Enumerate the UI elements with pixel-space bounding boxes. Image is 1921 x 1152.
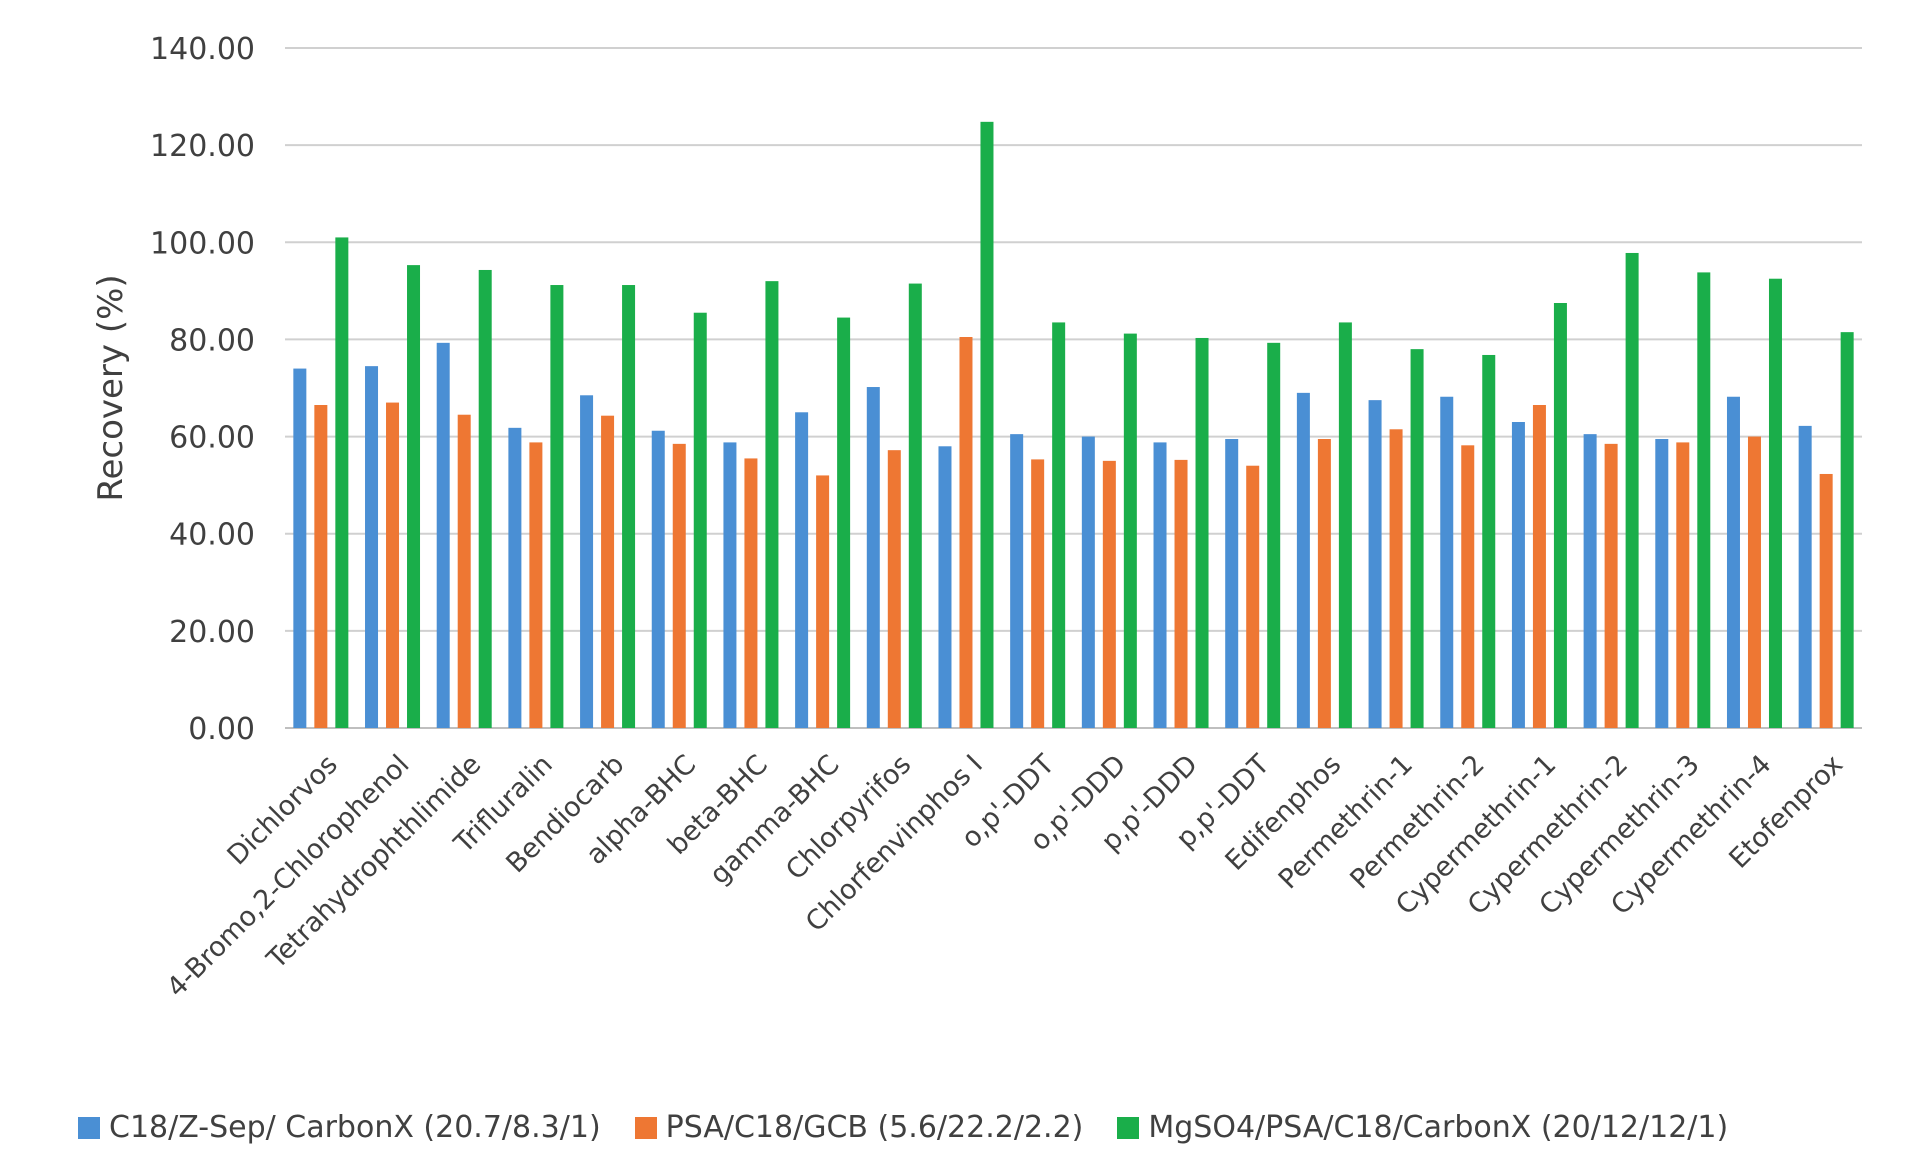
- bar-2: [601, 415, 615, 728]
- bar-2: [1246, 465, 1260, 728]
- bar-3: [1123, 333, 1137, 728]
- legend-item-series-1: C18/Z-Sep/ CarbonX (20.7/8.3/1): [78, 1110, 601, 1145]
- bar-3: [335, 237, 349, 728]
- bar-1: [795, 412, 809, 728]
- bar-2: [1604, 443, 1618, 728]
- y-tick-label: 140.00: [150, 32, 255, 67]
- bar-3: [550, 285, 564, 728]
- bar-1: [1726, 396, 1740, 728]
- bar-2: [529, 442, 543, 728]
- bar-2: [1389, 429, 1403, 728]
- y-tick-label: 40.00: [169, 518, 255, 553]
- bar-2: [959, 337, 973, 728]
- bar-3: [1625, 252, 1639, 728]
- legend-label: MgSO4/PSA/C18/CarbonX (20/12/12/1): [1148, 1110, 1729, 1145]
- bar-2: [1532, 405, 1546, 728]
- bar-2: [1031, 459, 1045, 728]
- bar-1: [1153, 442, 1167, 728]
- y-tick-label: 20.00: [169, 615, 255, 650]
- y-tick-label: 100.00: [150, 226, 255, 261]
- bar-1: [866, 387, 880, 728]
- y-tick-label: 120.00: [150, 129, 255, 164]
- bar-2: [1102, 460, 1116, 728]
- legend-label: PSA/C18/GCB (5.6/22.2/2.2): [665, 1110, 1084, 1145]
- bar-3: [1840, 332, 1854, 728]
- bar-2: [816, 475, 830, 728]
- bar-2: [1676, 442, 1690, 728]
- bar-2: [1461, 445, 1475, 728]
- bar-2: [314, 405, 328, 728]
- bar-3: [693, 312, 707, 728]
- bar-3: [1553, 303, 1567, 728]
- grid-lines: [285, 47, 1862, 729]
- legend-item-series-3: MgSO4/PSA/C18/CarbonX (20/12/12/1): [1117, 1110, 1728, 1145]
- bar-1: [1440, 396, 1454, 728]
- bar-1: [1225, 439, 1239, 728]
- legend: C18/Z-Sep/ CarbonX (20.7/8.3/1) PSA/C18/…: [78, 1110, 1728, 1145]
- bar-3: [1482, 354, 1496, 728]
- bar-1: [1010, 434, 1024, 728]
- legend-swatch: [634, 1116, 657, 1139]
- bars: [293, 121, 1854, 729]
- legend-swatch: [1117, 1116, 1140, 1139]
- bar-3: [1195, 337, 1209, 728]
- bar-3: [1052, 322, 1066, 728]
- bar-3: [1697, 272, 1711, 728]
- y-tick-label: 80.00: [169, 323, 255, 358]
- bar-3: [908, 283, 922, 728]
- bar-1: [508, 427, 522, 728]
- legend-label: C18/Z-Sep/ CarbonX (20.7/8.3/1): [109, 1110, 601, 1145]
- bar-3: [765, 281, 779, 728]
- bar-1: [938, 446, 952, 728]
- bar-2: [1317, 439, 1331, 728]
- bar-3: [1768, 278, 1782, 728]
- bar-3: [1410, 349, 1424, 728]
- y-axis-label: Recovery (%): [91, 274, 131, 501]
- bar-2: [1174, 459, 1188, 728]
- bar-3: [1338, 322, 1352, 728]
- bar-2: [386, 402, 400, 728]
- bar-1: [436, 342, 450, 728]
- bar-2: [1747, 436, 1761, 728]
- bar-3: [837, 317, 851, 728]
- bar-1: [1798, 425, 1812, 728]
- bar-1: [1081, 436, 1095, 728]
- bar-1: [1296, 392, 1310, 728]
- bar-1: [1368, 400, 1382, 728]
- bar-3: [622, 285, 636, 728]
- x-tick-label: Chlorpyrifos: [780, 749, 917, 886]
- x-axis-ticks: Dichlorvos4-Bromo,2-ChlorophenolTetrahyd…: [161, 749, 1849, 1004]
- bar-3: [478, 269, 492, 728]
- bar-1: [580, 395, 594, 728]
- bar-2: [744, 458, 758, 728]
- bar-3: [407, 265, 421, 728]
- bar-1: [1655, 439, 1669, 728]
- y-tick-label: 0.00: [188, 712, 255, 747]
- bar-3: [980, 121, 994, 729]
- bar-1: [293, 368, 307, 728]
- bar-2: [887, 450, 901, 728]
- y-tick-label: 60.00: [169, 421, 255, 456]
- legend-item-series-2: PSA/C18/GCB (5.6/22.2/2.2): [634, 1110, 1084, 1145]
- bar-2: [1819, 473, 1833, 728]
- bar-1: [1511, 422, 1525, 728]
- bar-2: [672, 443, 686, 728]
- bar-1: [365, 366, 379, 728]
- y-axis-ticks: 0.00 20.00 40.00 60.00 80.00 100.00 120.00 140.…: [150, 32, 255, 747]
- bar-1: [1583, 434, 1597, 728]
- bar-3: [1267, 342, 1281, 728]
- bar-2: [457, 414, 471, 728]
- bar-1: [723, 442, 737, 728]
- legend-swatch: [78, 1116, 100, 1139]
- bar-1: [651, 430, 665, 728]
